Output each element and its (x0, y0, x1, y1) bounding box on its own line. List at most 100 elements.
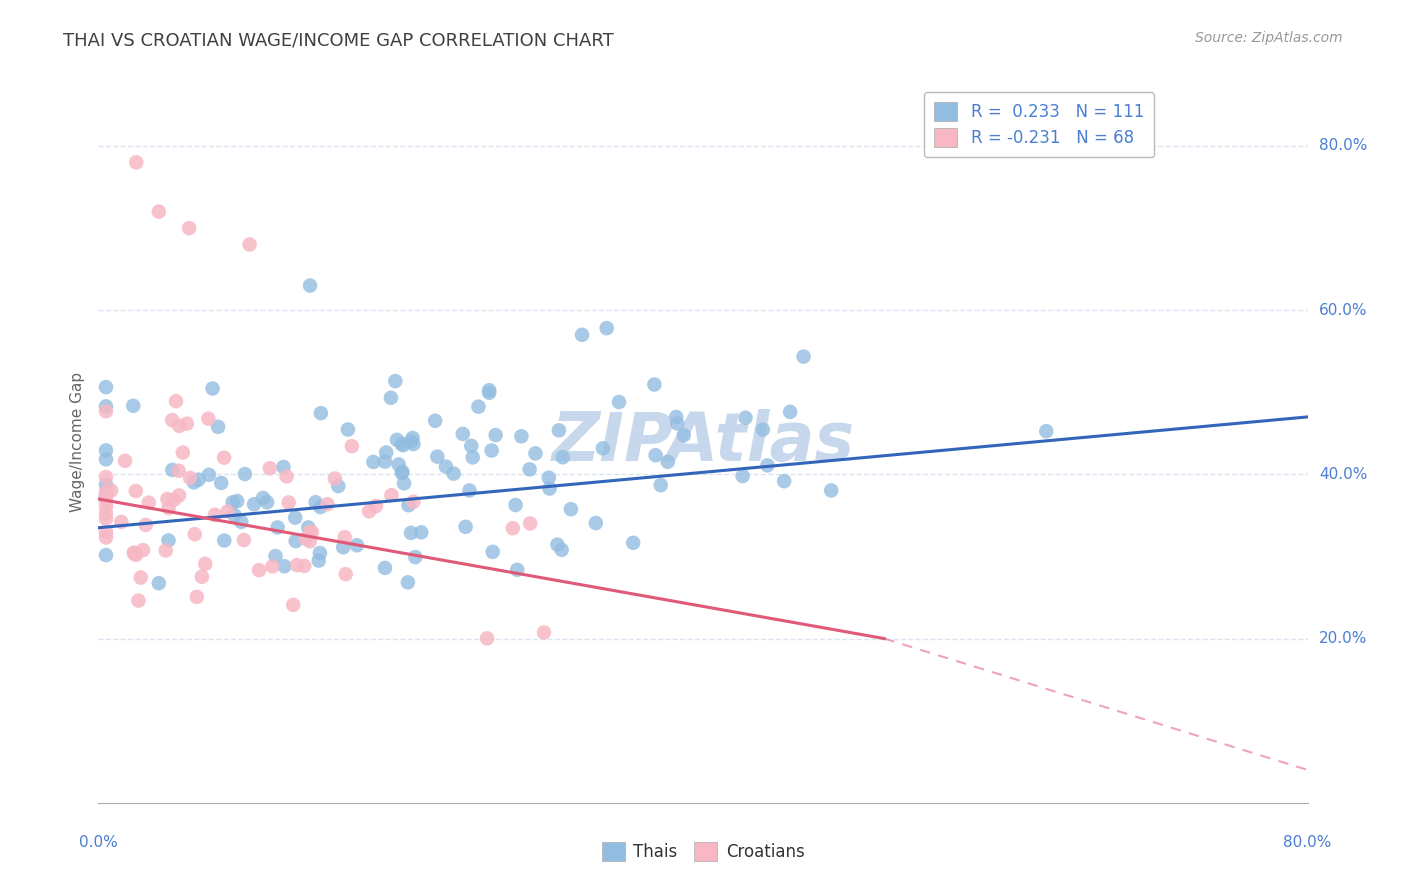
Point (458, 483, 481, 498)
Point (297, 520, 319, 534)
Point (163, 492, 186, 507)
Point (571, 327, 593, 342)
Point (375, 445, 398, 459)
Text: 60.0%: 60.0% (1319, 302, 1367, 318)
Point (443, 467, 465, 481)
Point (94, 380, 117, 394)
Point (259, 461, 281, 475)
Point (94, 548, 117, 562)
Point (94, 489, 117, 503)
Point (363, 455, 385, 469)
Point (481, 443, 503, 458)
Point (221, 495, 243, 509)
Point (451, 426, 474, 441)
Point (309, 546, 332, 560)
Text: 40.0%: 40.0% (1319, 467, 1367, 482)
Point (672, 428, 695, 442)
Point (156, 491, 179, 506)
Point (308, 553, 330, 567)
Point (359, 504, 381, 518)
Point (94, 512, 117, 526)
Point (294, 532, 316, 546)
Point (460, 439, 482, 453)
Point (560, 502, 582, 516)
Point (94, 500, 117, 514)
Point (346, 538, 368, 552)
Point (298, 524, 321, 539)
Point (391, 466, 413, 480)
Point (233, 467, 256, 481)
Point (666, 417, 689, 431)
Point (519, 462, 541, 476)
Point (183, 475, 205, 490)
Point (266, 520, 288, 534)
Point (548, 423, 571, 437)
Point (243, 497, 266, 511)
Point (125, 548, 148, 562)
Point (214, 533, 236, 548)
Point (481, 545, 503, 559)
Text: 80.0%: 80.0% (1319, 138, 1367, 153)
Text: 0.0%: 0.0% (79, 836, 118, 850)
Text: THAI VS CROATIAN WAGE/INCOME GAP CORRELATION CHART: THAI VS CROATIAN WAGE/INCOME GAP CORRELA… (63, 31, 614, 49)
Legend: Thais, Croatians: Thais, Croatians (595, 835, 811, 868)
Point (122, 546, 145, 560)
Point (138, 495, 160, 509)
Point (309, 500, 332, 515)
Point (305, 495, 328, 509)
Point (94, 470, 117, 484)
Point (157, 533, 180, 548)
Point (392, 476, 415, 491)
Point (179, 221, 201, 235)
Point (94, 443, 117, 458)
Point (644, 448, 666, 462)
Point (505, 498, 527, 512)
Point (172, 445, 194, 459)
Point (404, 550, 426, 565)
Point (336, 423, 359, 437)
Point (125, 483, 148, 498)
Point (114, 454, 136, 468)
Point (94, 400, 117, 414)
Point (94, 452, 117, 467)
Point (475, 632, 498, 646)
Point (94, 488, 117, 502)
Point (402, 495, 425, 509)
Point (595, 321, 617, 335)
Point (148, 204, 170, 219)
Point (510, 429, 533, 443)
Point (506, 563, 529, 577)
Point (285, 558, 308, 573)
Point (391, 437, 413, 451)
Point (537, 470, 560, 484)
Point (94, 531, 117, 545)
Point (309, 406, 332, 420)
Point (167, 464, 190, 478)
Point (197, 411, 219, 425)
Point (384, 374, 406, 388)
Point (157, 501, 180, 516)
Point (212, 450, 235, 465)
Point (155, 543, 177, 558)
Point (524, 446, 547, 460)
Point (607, 395, 630, 409)
Point (135, 517, 157, 532)
Point (332, 541, 354, 555)
Point (186, 590, 208, 604)
Text: ZIPAtlas: ZIPAtlas (551, 409, 855, 475)
Point (94, 484, 117, 499)
Point (398, 498, 420, 512)
Point (756, 458, 779, 473)
Point (298, 534, 321, 549)
Point (276, 469, 298, 483)
Point (502, 521, 524, 535)
Point (399, 525, 422, 540)
Point (224, 508, 246, 523)
Point (546, 538, 568, 552)
Point (176, 417, 198, 431)
Point (538, 482, 561, 496)
Point (226, 494, 249, 508)
Point (232, 533, 254, 547)
Point (124, 547, 146, 561)
Point (301, 525, 323, 540)
